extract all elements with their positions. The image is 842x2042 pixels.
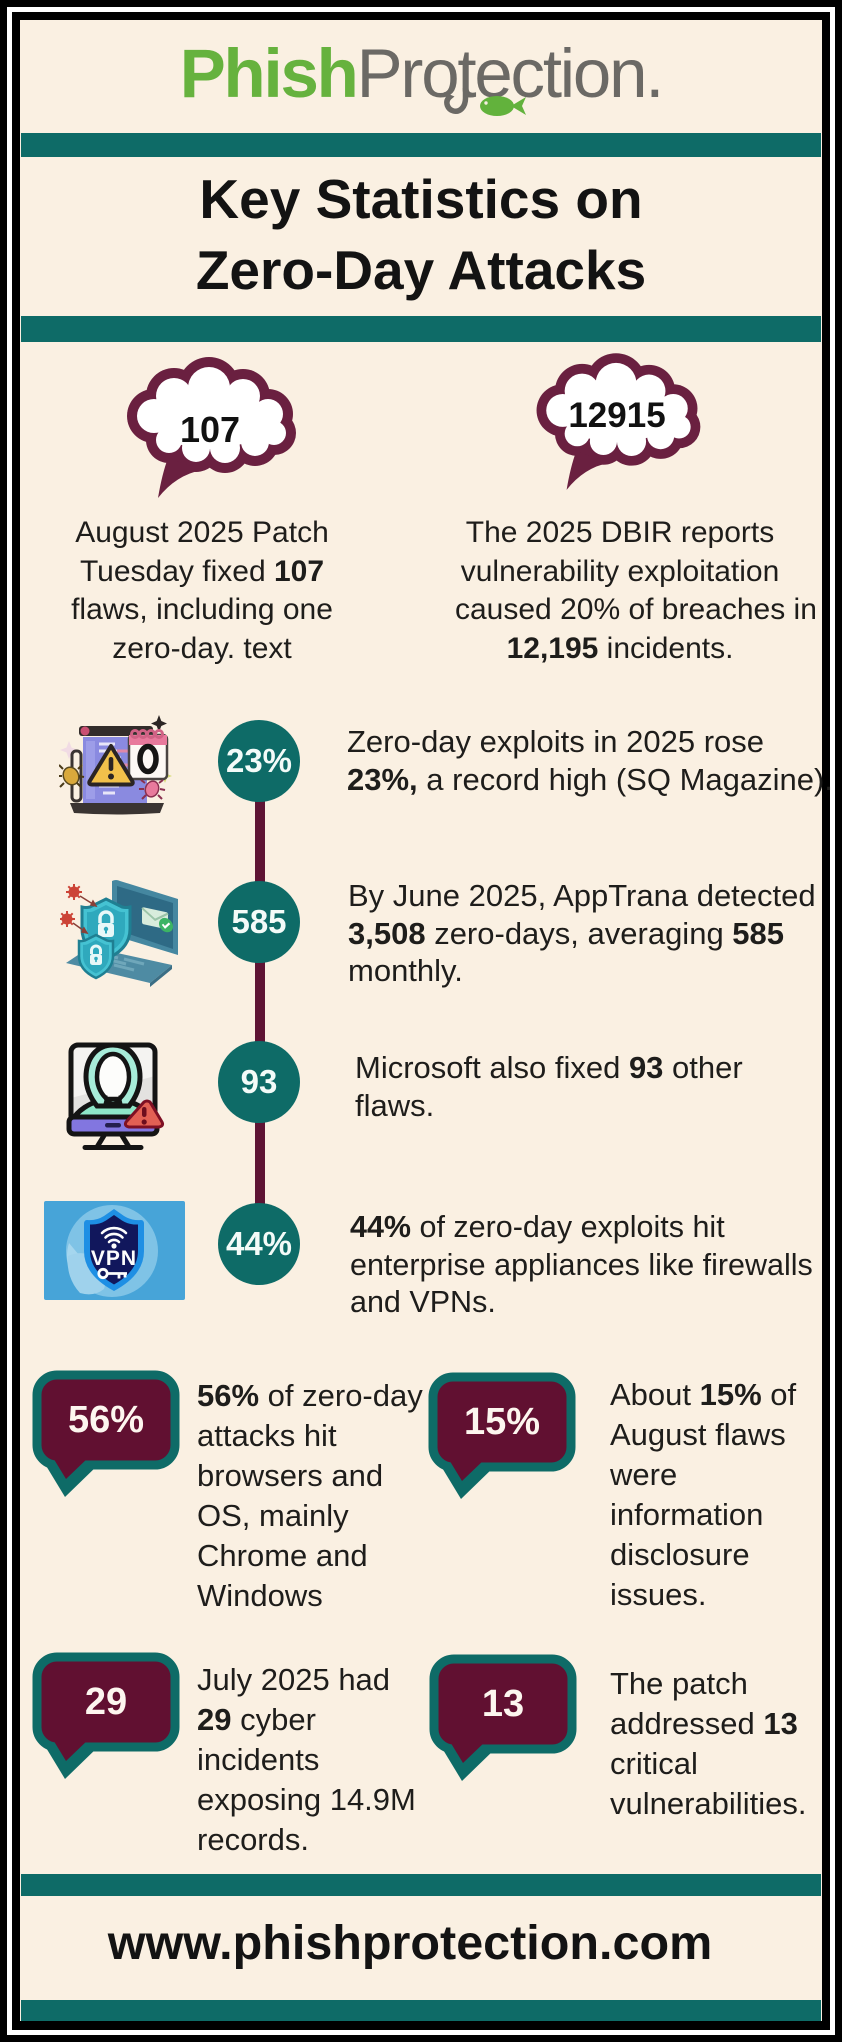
svg-text:VPN: VPN (91, 1247, 137, 1270)
